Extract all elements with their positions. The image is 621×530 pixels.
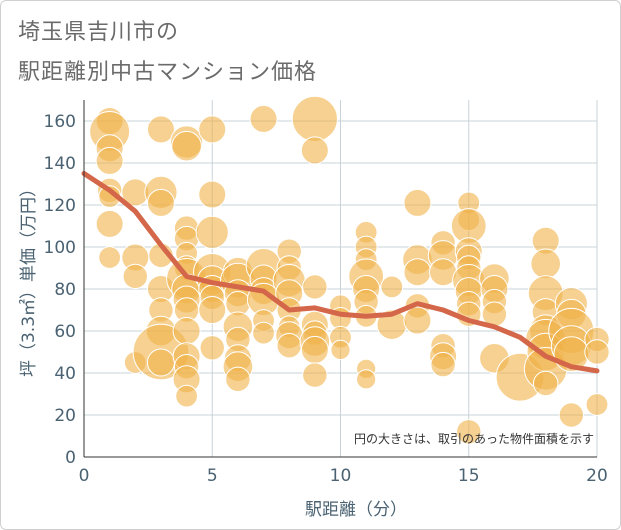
y-tick-label: 100: [44, 238, 76, 258]
bubble-point: [291, 95, 338, 143]
bubble-point: [98, 246, 122, 269]
bubble-point: [533, 370, 559, 397]
bubble-point: [225, 366, 251, 392]
bubble-point: [430, 351, 456, 378]
bubble-point: [252, 321, 275, 345]
bubble-point: [199, 335, 225, 361]
bubble-point: [456, 419, 482, 445]
bubble-point: [95, 146, 124, 175]
bubble-point: [585, 393, 609, 416]
bubble-point: [302, 362, 328, 388]
x-tick-label: 15: [458, 466, 480, 486]
bubble-point: [558, 402, 585, 428]
y-tick-label: 0: [65, 448, 76, 468]
bubble-point: [330, 339, 351, 360]
size-note: 円の大きさは、取引のあった物件面積を示す: [354, 431, 594, 446]
bubble-point: [302, 274, 328, 300]
chart-title-line1: 埼玉県吉川市の: [18, 20, 180, 45]
bubble-point: [584, 339, 610, 365]
bubble-point: [171, 130, 202, 162]
x-tick-label: 5: [207, 466, 218, 486]
bubble-point: [249, 104, 278, 133]
bubble-point: [122, 263, 149, 290]
y-tick-label: 40: [54, 364, 76, 384]
bubble-point: [146, 188, 175, 217]
x-tick-label: 20: [586, 466, 608, 486]
bubble-point: [403, 306, 432, 335]
bubble-point: [198, 296, 227, 324]
bubble-point: [356, 369, 377, 390]
trend-line-layer: [81, 171, 600, 374]
y-tick-label: 160: [44, 112, 76, 132]
bubble-point: [380, 275, 404, 299]
axes: 0 20 40 60 80 100 120 140 160 0 5 10 15 20: [44, 100, 608, 486]
bubble-point: [172, 317, 201, 345]
y-tick-label: 80: [54, 280, 76, 300]
bubble-point: [175, 384, 199, 408]
y-tick-label: 20: [54, 406, 76, 426]
bubble-point: [530, 248, 562, 280]
bubble-point: [403, 258, 432, 287]
bubble-point: [403, 188, 432, 217]
y-tick-label: 120: [44, 196, 76, 216]
chart-title-line2: 駅距離別中古マンション価格: [18, 60, 318, 85]
y-tick-label: 60: [54, 322, 76, 342]
bubble-point: [198, 115, 227, 144]
x-tick-label: 10: [330, 466, 352, 486]
bubble-point: [198, 180, 227, 209]
bubble-point: [146, 348, 175, 377]
bubble-point: [195, 215, 229, 249]
trend-line: [81, 171, 600, 374]
bubble-point: [300, 136, 329, 165]
bubble-layer: [89, 95, 610, 445]
y-axis-label: 坪（3.3㎡）単価（万円）: [19, 180, 39, 377]
bubble-point: [95, 209, 124, 238]
x-axis-label: 駅距離（分）: [305, 500, 407, 520]
bubble-point: [300, 335, 329, 364]
y-tick-label: 140: [44, 154, 76, 174]
bubble-point: [146, 115, 175, 144]
bubble-point: [276, 333, 302, 359]
x-tick-label: 0: [79, 466, 90, 486]
